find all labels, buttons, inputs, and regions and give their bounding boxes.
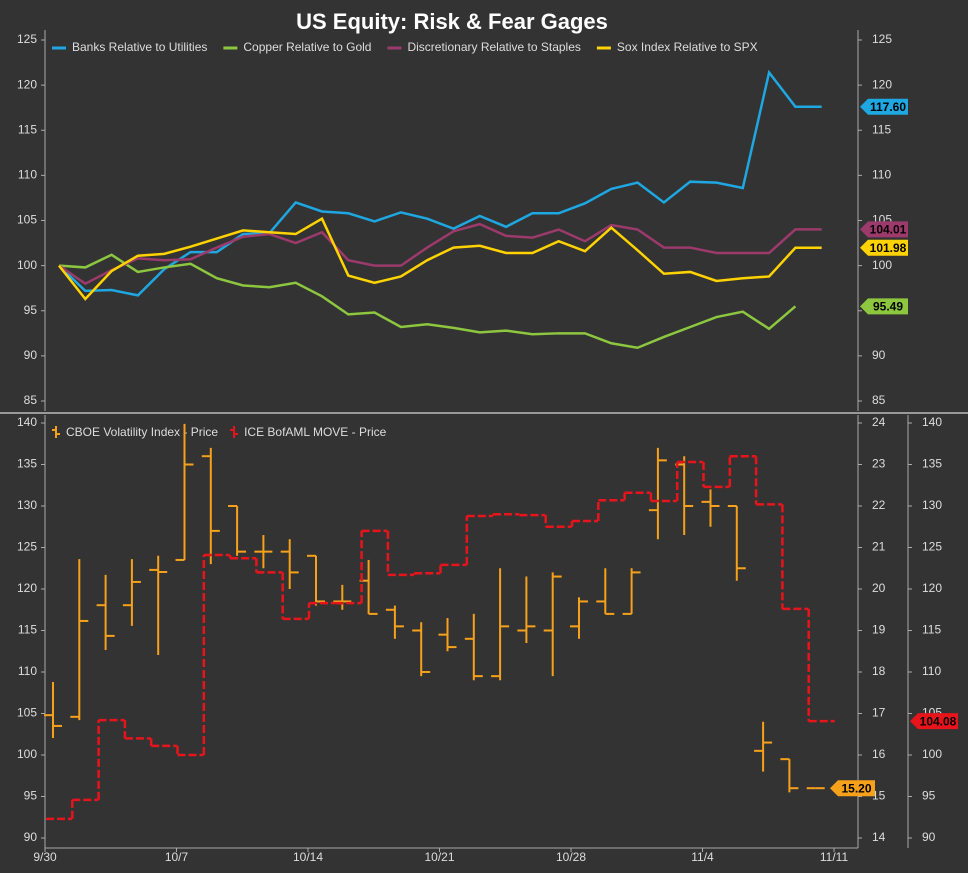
value-label: 95.49 (873, 299, 903, 313)
x-tick-label: 10/28 (556, 850, 586, 864)
y2-tick-label: 14 (872, 830, 886, 844)
x-tick-label: 10/14 (293, 850, 323, 864)
y2-tick-label: 20 (872, 581, 886, 595)
value-tag (860, 98, 908, 115)
x-tick-label: 11/11 (820, 850, 849, 864)
y2-tick-label: 24 (872, 415, 886, 429)
y-tick-label: 90 (24, 348, 38, 362)
series-line (58, 222, 822, 286)
y-right-tick-label: 120 (872, 77, 892, 91)
series-line (58, 216, 822, 301)
y-tick-label: 115 (18, 623, 37, 637)
y-tick-label: 100 (17, 747, 37, 761)
y2-tick-label: 23 (872, 457, 886, 471)
value-tag (910, 713, 958, 730)
y-outer-tick-label: 130 (922, 498, 942, 512)
y2-tick-label: 16 (872, 747, 886, 761)
x-tick-label: 10/7 (165, 850, 189, 864)
y-tick-label: 135 (17, 457, 37, 471)
y-outer-tick-label: 90 (922, 830, 936, 844)
legend-label: Copper Relative to Gold (243, 40, 371, 54)
legend-label: Sox Index Relative to SPX (617, 40, 758, 54)
value-label: 104.01 (870, 223, 907, 237)
value-label: 15.20 (841, 781, 871, 795)
y-tick-label: 110 (18, 168, 37, 182)
value-label: 104.08 (920, 714, 957, 728)
y2-tick-label: 21 (872, 540, 886, 554)
x-tick-label: 9/30 (33, 850, 57, 864)
y-tick-label: 115 (18, 122, 37, 136)
value-label: 101.98 (870, 241, 907, 255)
y-tick-label: 120 (17, 581, 37, 595)
y-right-tick-label: 125 (872, 32, 892, 46)
y-outer-tick-label: 135 (922, 457, 942, 471)
y-right-tick-label: 110 (872, 168, 891, 182)
y-right-tick-label: 115 (872, 122, 891, 136)
y-tick-label: 105 (17, 213, 37, 227)
y-tick-label: 105 (17, 706, 37, 720)
y-tick-label: 100 (17, 258, 37, 272)
y-tick-label: 85 (24, 393, 38, 407)
y-tick-label: 90 (24, 830, 38, 844)
y-tick-label: 125 (17, 540, 37, 554)
y-tick-label: 130 (17, 498, 37, 512)
x-tick-label: 10/21 (424, 850, 454, 864)
y-outer-tick-label: 120 (922, 581, 942, 595)
y-right-tick-label: 100 (872, 258, 892, 272)
value-label: 117.60 (870, 100, 906, 114)
y-right-tick-label: 90 (872, 348, 886, 362)
y2-tick-label: 22 (872, 498, 886, 512)
x-tick-label: 11/4 (691, 850, 714, 864)
y-tick-label: 110 (18, 664, 37, 678)
series-line (58, 253, 797, 350)
y-outer-tick-label: 115 (922, 623, 941, 637)
y-outer-tick-label: 140 (922, 415, 942, 429)
y2-tick-label: 19 (872, 623, 886, 637)
series-line (58, 69, 822, 297)
y-right-tick-label: 85 (872, 393, 886, 407)
legend-label: CBOE Volatility Index - Price (66, 425, 218, 439)
y-outer-tick-label: 95 (922, 789, 936, 803)
y-tick-label: 125 (17, 32, 37, 46)
legend-label: Banks Relative to Utilities (72, 40, 207, 54)
y2-tick-label: 17 (872, 706, 886, 720)
legend-label: ICE BofAML MOVE - Price (244, 425, 387, 439)
value-tag (860, 239, 908, 256)
y-tick-label: 140 (17, 415, 37, 429)
value-tag (830, 780, 875, 797)
y-tick-label: 95 (24, 303, 38, 317)
y-tick-label: 120 (17, 77, 37, 91)
legend-label: Discretionary Relative to Staples (407, 40, 580, 54)
y-tick-label: 95 (24, 789, 38, 803)
y-outer-tick-label: 125 (922, 540, 942, 554)
y2-tick-label: 15 (872, 789, 886, 803)
y-outer-tick-label: 110 (922, 664, 941, 678)
y2-tick-label: 18 (872, 664, 886, 678)
y-outer-tick-label: 100 (922, 747, 942, 761)
chart-title: US Equity: Risk & Fear Gages (296, 9, 608, 34)
value-tag (860, 298, 908, 315)
value-tag (860, 221, 908, 238)
